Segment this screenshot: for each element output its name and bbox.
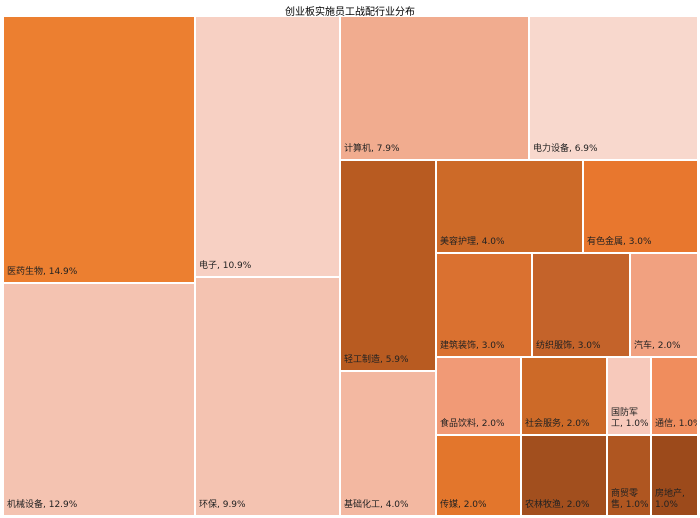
treemap-tile-label: 通信, 1.0%	[655, 419, 698, 429]
chart-title: 创业板实施员工战配行业分布	[285, 7, 415, 18]
treemap-tile-label: 房地产, 1.0%	[655, 489, 685, 510]
treemap-tile-10: 有色金属, 3.0%	[583, 160, 698, 253]
treemap-tile-label: 纺织服饰, 3.0%	[536, 341, 601, 351]
treemap-tile-label: 机械设备, 12.9%	[7, 500, 78, 510]
treemap-tile-label: 传媒, 2.0%	[440, 500, 487, 510]
treemap-tile-2: 机械设备, 12.9%	[3, 283, 195, 516]
treemap-tile-label: 国防军工, 1.0%	[611, 408, 649, 429]
treemap-tile-label: 食品饮料, 2.0%	[440, 419, 505, 429]
treemap-tile-label: 商贸零售, 1.0%	[611, 489, 649, 510]
treemap-tile-label: 农林牧渔, 2.0%	[525, 500, 590, 510]
treemap-plot: 医药生物, 14.9% 机械设备, 12.9% 电子, 10.9% 环保, 9.9% 计…	[3, 16, 698, 516]
treemap-tile-14: 食品饮料, 2.0%	[436, 357, 521, 435]
treemap-tile-20: 商贸零售, 1.0%	[607, 435, 651, 516]
treemap-tile-11: 建筑装饰, 3.0%	[436, 253, 532, 357]
treemap-tile-5: 计算机, 7.9%	[340, 16, 529, 160]
treemap-tile-12: 纺织服饰, 3.0%	[532, 253, 630, 357]
treemap-tile-13: 汽车, 2.0%	[630, 253, 698, 357]
treemap-tile-label: 社会服务, 2.0%	[525, 419, 590, 429]
treemap-tile-label: 有色金属, 3.0%	[587, 237, 652, 247]
treemap-tile-9: 美容护理, 4.0%	[436, 160, 583, 253]
treemap-tile-label: 电力设备, 6.9%	[533, 144, 598, 154]
treemap-tile-17: 通信, 1.0%	[651, 357, 698, 435]
treemap-tile-label: 建筑装饰, 3.0%	[440, 341, 505, 351]
treemap-tile-label: 轻工制造, 5.9%	[344, 355, 409, 365]
treemap-tile-1: 医药生物, 14.9%	[3, 16, 195, 283]
treemap-tile-19: 农林牧渔, 2.0%	[521, 435, 607, 516]
treemap-tile-15: 社会服务, 2.0%	[521, 357, 607, 435]
treemap-tile-3: 电子, 10.9%	[195, 16, 340, 277]
treemap-tile-label: 计算机, 7.9%	[344, 144, 400, 154]
treemap-tile-label: 美容护理, 4.0%	[440, 237, 505, 247]
treemap-tile-label: 汽车, 2.0%	[634, 341, 681, 351]
treemap-tile-8: 基础化工, 4.0%	[340, 371, 436, 516]
treemap-tile-label: 电子, 10.9%	[199, 261, 252, 271]
treemap-tile-21: 房地产, 1.0%	[651, 435, 698, 516]
treemap-tile-label: 环保, 9.9%	[199, 500, 246, 510]
treemap-tile-label: 基础化工, 4.0%	[344, 500, 409, 510]
treemap-tile-7: 轻工制造, 5.9%	[340, 160, 436, 371]
treemap-tile-6: 电力设备, 6.9%	[529, 16, 698, 160]
treemap-tile-label: 医药生物, 14.9%	[7, 267, 78, 277]
treemap-tile-18: 传媒, 2.0%	[436, 435, 521, 516]
treemap-tile-4: 环保, 9.9%	[195, 277, 340, 516]
treemap-tile-16: 国防军工, 1.0%	[607, 357, 651, 435]
